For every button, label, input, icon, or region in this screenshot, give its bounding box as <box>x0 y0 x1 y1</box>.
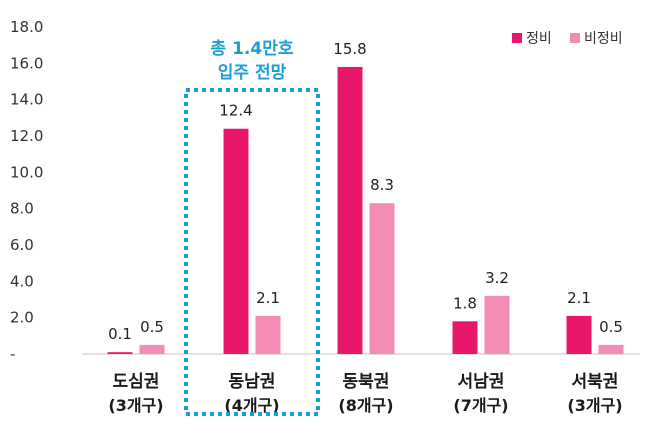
bar-non-maintenance <box>139 344 165 354</box>
data-label: 8.3 <box>370 176 394 194</box>
y-axis: - 2.0 4.0 6.0 8.0 10.0 12.0 14.0 16.0 18.0 <box>10 18 43 363</box>
data-label: 3.2 <box>485 269 509 287</box>
data-label: 0.5 <box>140 318 164 336</box>
data-label: 2.1 <box>567 289 591 307</box>
bar-maintenance <box>337 66 363 354</box>
annotation-text: 총 1.4만호 <box>211 39 294 59</box>
category-label: 동북권 <box>343 372 390 392</box>
highlight-box <box>184 88 320 416</box>
bar-maintenance <box>452 321 478 354</box>
data-label: 15.8 <box>333 40 366 58</box>
data-label: 2.1 <box>256 289 280 307</box>
y-tick-label: 4.0 <box>10 272 34 290</box>
bar-non-maintenance <box>255 315 281 354</box>
data-label: 0.1 <box>108 325 132 343</box>
bar-maintenance <box>223 128 249 354</box>
y-tick-label: 18.0 <box>10 18 43 36</box>
data-label: 0.5 <box>599 318 623 336</box>
bar-non-maintenance <box>484 295 510 354</box>
legend: 정비 비정비 <box>512 31 623 47</box>
category-sublabel: (4개구) <box>224 396 279 415</box>
legend-swatch <box>570 33 580 43</box>
category-label: 동남권 <box>229 372 276 392</box>
bar-non-maintenance <box>369 203 395 354</box>
category-sublabel: (3개구) <box>567 396 622 415</box>
category-label: 서남권 <box>458 372 505 392</box>
bar-non-maintenance <box>598 344 624 354</box>
category-sublabel: (7개구) <box>453 396 508 415</box>
category-sublabel: (3개구) <box>108 396 163 415</box>
legend-label: 비정비 <box>584 31 623 47</box>
data-label: 1.8 <box>453 294 477 312</box>
y-tick-label: 6.0 <box>10 236 34 254</box>
y-tick-label: - <box>10 345 15 363</box>
annotation-text: 입주 전망 <box>218 63 287 83</box>
category-label: 서북권 <box>572 372 619 392</box>
value-labels: 0.1 12.4 15.8 1.8 2.1 0.5 2.1 8.3 3.2 0.5 <box>108 40 623 343</box>
y-tick-label: 2.0 <box>10 309 34 327</box>
x-axis: 도심권 (3개구) 동남권 (4개구) 동북권 (8개구) 서남권 (7개구) 서북권 (3개구) <box>108 372 622 415</box>
bars <box>107 66 624 354</box>
y-tick-label: 12.0 <box>10 127 43 145</box>
y-tick-label: 10.0 <box>10 163 43 181</box>
y-tick-label: 14.0 <box>10 91 43 109</box>
data-label: 12.4 <box>219 102 252 120</box>
legend-swatch <box>512 33 522 43</box>
y-tick-label: 8.0 <box>10 200 34 218</box>
y-tick-label: 16.0 <box>10 54 43 72</box>
legend-label: 정비 <box>526 31 552 47</box>
bar-maintenance <box>107 352 133 354</box>
category-sublabel: (8개구) <box>338 396 393 415</box>
bar-maintenance <box>566 315 592 354</box>
category-label: 도심권 <box>113 372 160 392</box>
